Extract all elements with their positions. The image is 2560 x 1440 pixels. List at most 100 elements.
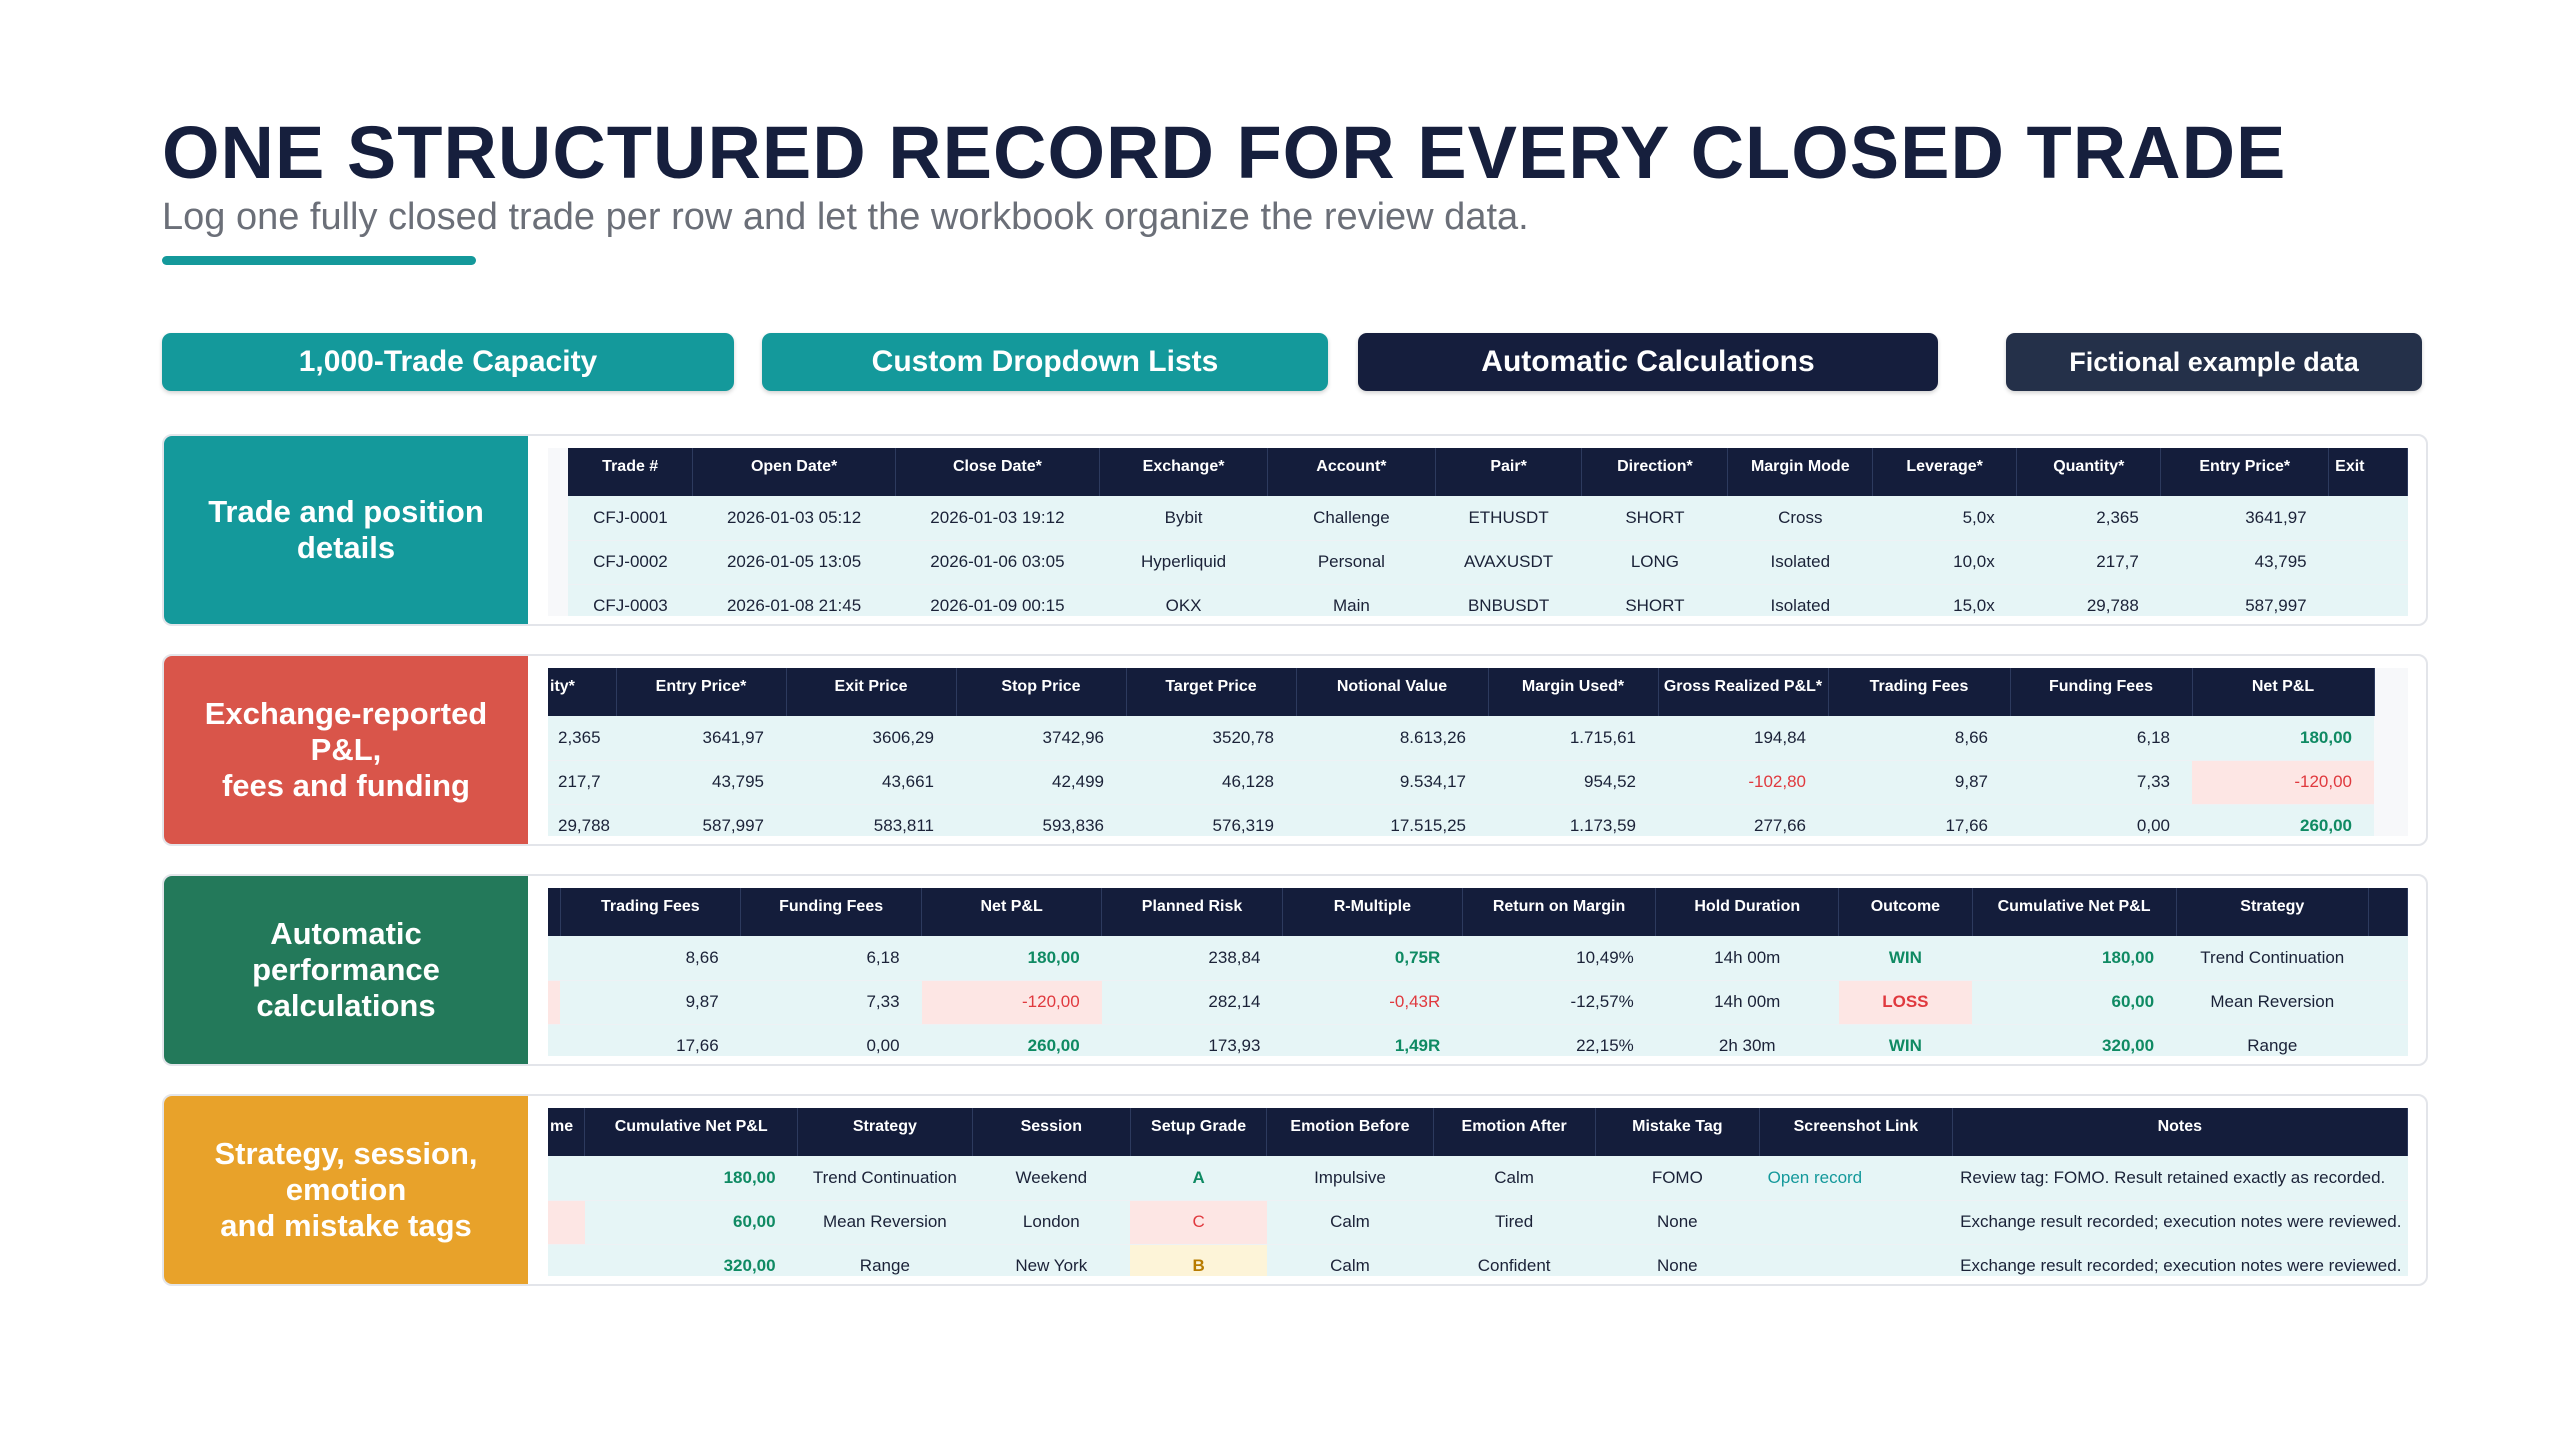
col-header[interactable]: Outcome [1838, 888, 1973, 936]
cell[interactable]: CFJ-0003 [568, 584, 693, 616]
col-header[interactable]: Net P&L [2192, 668, 2375, 716]
cell[interactable]: 10,0x [1872, 540, 2017, 585]
cell[interactable]: 2026-01-08 21:45 [692, 584, 896, 616]
cell[interactable]: -102,80 [1658, 760, 1828, 805]
cell[interactable]: 17,66 [560, 1024, 741, 1056]
cell[interactable]: 260,00 [2192, 804, 2374, 836]
cell[interactable]: 29,788 [548, 804, 616, 836]
cell[interactable]: 8.613,26 [1296, 716, 1488, 761]
cell[interactable] [548, 1156, 585, 1201]
cell[interactable]: 14h 00m [1655, 980, 1839, 1025]
cell[interactable]: Personal [1267, 540, 1436, 585]
cell[interactable]: 2026-01-03 19:12 [895, 496, 1100, 541]
cell[interactable]: 7,33 [740, 980, 922, 1025]
cell[interactable]: Isolated [1727, 584, 1873, 616]
cell[interactable]: Challenge [1267, 496, 1436, 541]
cell[interactable]: None [1595, 1244, 1760, 1276]
cell[interactable]: 9,87 [560, 980, 741, 1025]
outcome-badge[interactable]: LOSS [1838, 980, 1973, 1025]
cell[interactable]: Confident [1433, 1244, 1595, 1276]
cell[interactable]: Weekend [972, 1156, 1131, 1201]
col-header[interactable]: Strategy [797, 1108, 973, 1156]
cell[interactable]: 2026-01-03 05:12 [692, 496, 896, 541]
col-header[interactable]: R-Multiple [1282, 888, 1463, 936]
cell[interactable]: 260,00 [921, 1024, 1102, 1056]
cell[interactable]: -0,43R [1282, 980, 1463, 1025]
cell[interactable]: 22,15% [1462, 1024, 1656, 1056]
cell[interactable]: SHORT [1581, 584, 1728, 616]
cell[interactable]: 7,33 [2010, 760, 2192, 805]
cell[interactable]: 320,00 [584, 1244, 798, 1276]
col-header[interactable]: Trade # [568, 448, 694, 496]
cell[interactable]: Bybit [1099, 496, 1268, 541]
col-header[interactable]: Target Price [1126, 668, 1297, 716]
cell[interactable]: 180,00 [2192, 716, 2374, 761]
setup-grade-cell[interactable]: B [1130, 1244, 1267, 1276]
screenshot-link[interactable] [1759, 1200, 1953, 1245]
cell[interactable]: 3606,29 [786, 716, 956, 761]
col-header[interactable]: Trading Fees [560, 888, 742, 936]
cell[interactable]: Hyperliquid [1099, 540, 1268, 585]
col-header[interactable]: Quantity* [2016, 448, 2162, 496]
cell[interactable]: Calm [1266, 1244, 1434, 1276]
cell[interactable]: 2,365 [2016, 496, 2161, 541]
cell[interactable] [548, 980, 560, 1025]
cell[interactable]: 3641,97 [616, 716, 786, 761]
cell[interactable]: 173,93 [1101, 1024, 1283, 1056]
cell[interactable]: 217,7 [2016, 540, 2161, 585]
cell[interactable]: 0,00 [2010, 804, 2192, 836]
cell[interactable]: 2026-01-06 03:05 [895, 540, 1100, 585]
cell[interactable]: 0,00 [740, 1024, 922, 1056]
cell[interactable]: 2026-01-05 13:05 [692, 540, 896, 585]
cell[interactable]: -12,57% [1462, 980, 1656, 1025]
cell[interactable]: 8,66 [1828, 716, 2010, 761]
col-header[interactable]: Return on Margin [1462, 888, 1657, 936]
col-header[interactable]: Gross Realized P&L* [1658, 668, 1829, 716]
cell[interactable]: LONG [1581, 540, 1728, 585]
cell[interactable] [548, 936, 560, 981]
cell[interactable]: Calm [1433, 1156, 1595, 1201]
col-header[interactable]: Leverage* [1872, 448, 2018, 496]
cell[interactable] [548, 1200, 585, 1245]
cell[interactable]: 6,18 [740, 936, 922, 981]
cell[interactable]: SHORT [1581, 496, 1728, 541]
cell[interactable]: 2,365 [548, 716, 616, 761]
notes-cell[interactable]: Review tag: FOMO. Result retained exactl… [1952, 1156, 2408, 1201]
col-header[interactable]: Setup Grade [1130, 1108, 1268, 1156]
setup-grade-cell[interactable]: A [1130, 1156, 1267, 1201]
cell[interactable]: 217,7 [548, 760, 616, 805]
cell[interactable]: CFJ-0002 [568, 540, 693, 585]
cell[interactable]: 3742,96 [956, 716, 1126, 761]
col-header[interactable]: Account* [1267, 448, 1436, 496]
cell[interactable]: 1.715,61 [1488, 716, 1658, 761]
cell[interactable]: 9.534,17 [1296, 760, 1488, 805]
cell[interactable]: 277,66 [1658, 804, 1828, 836]
col-header[interactable]: Planned Risk [1101, 888, 1283, 936]
cell[interactable] [2368, 936, 2408, 981]
col-header[interactable]: Net P&L [921, 888, 1103, 936]
notes-cell[interactable]: Exchange result recorded; execution note… [1952, 1200, 2408, 1245]
cell[interactable] [548, 1244, 585, 1276]
cell[interactable]: 8,66 [560, 936, 741, 981]
col-header[interactable]: Mistake Tag [1595, 1108, 1761, 1156]
cell[interactable]: AVAXUSDT [1435, 540, 1582, 585]
col-header[interactable]: ity* [548, 668, 617, 716]
cell[interactable]: Mean Reversion [797, 1200, 973, 1245]
cell[interactable]: 194,84 [1658, 716, 1828, 761]
cell[interactable]: 180,00 [584, 1156, 798, 1201]
cell[interactable]: BNBUSDT [1435, 584, 1582, 616]
col-header[interactable]: Session [972, 1108, 1131, 1156]
cell[interactable]: 3520,78 [1126, 716, 1296, 761]
cell[interactable]: 15,0x [1872, 584, 2017, 616]
cell[interactable]: 43,795 [616, 760, 786, 805]
cell[interactable]: 954,52 [1488, 760, 1658, 805]
cell[interactable]: Isolated [1727, 540, 1873, 585]
setup-grade-cell[interactable]: C [1130, 1200, 1267, 1245]
cell[interactable] [548, 1024, 560, 1056]
cell[interactable]: 2h 30m [1655, 1024, 1839, 1056]
col-header[interactable]: Hold Duration [1655, 888, 1840, 936]
cell[interactable]: 180,00 [1972, 936, 2177, 981]
cell[interactable]: CFJ-0001 [568, 496, 693, 541]
cell[interactable]: Trend Continuation [2176, 936, 2369, 981]
cell[interactable]: 43,795 [2160, 540, 2329, 585]
